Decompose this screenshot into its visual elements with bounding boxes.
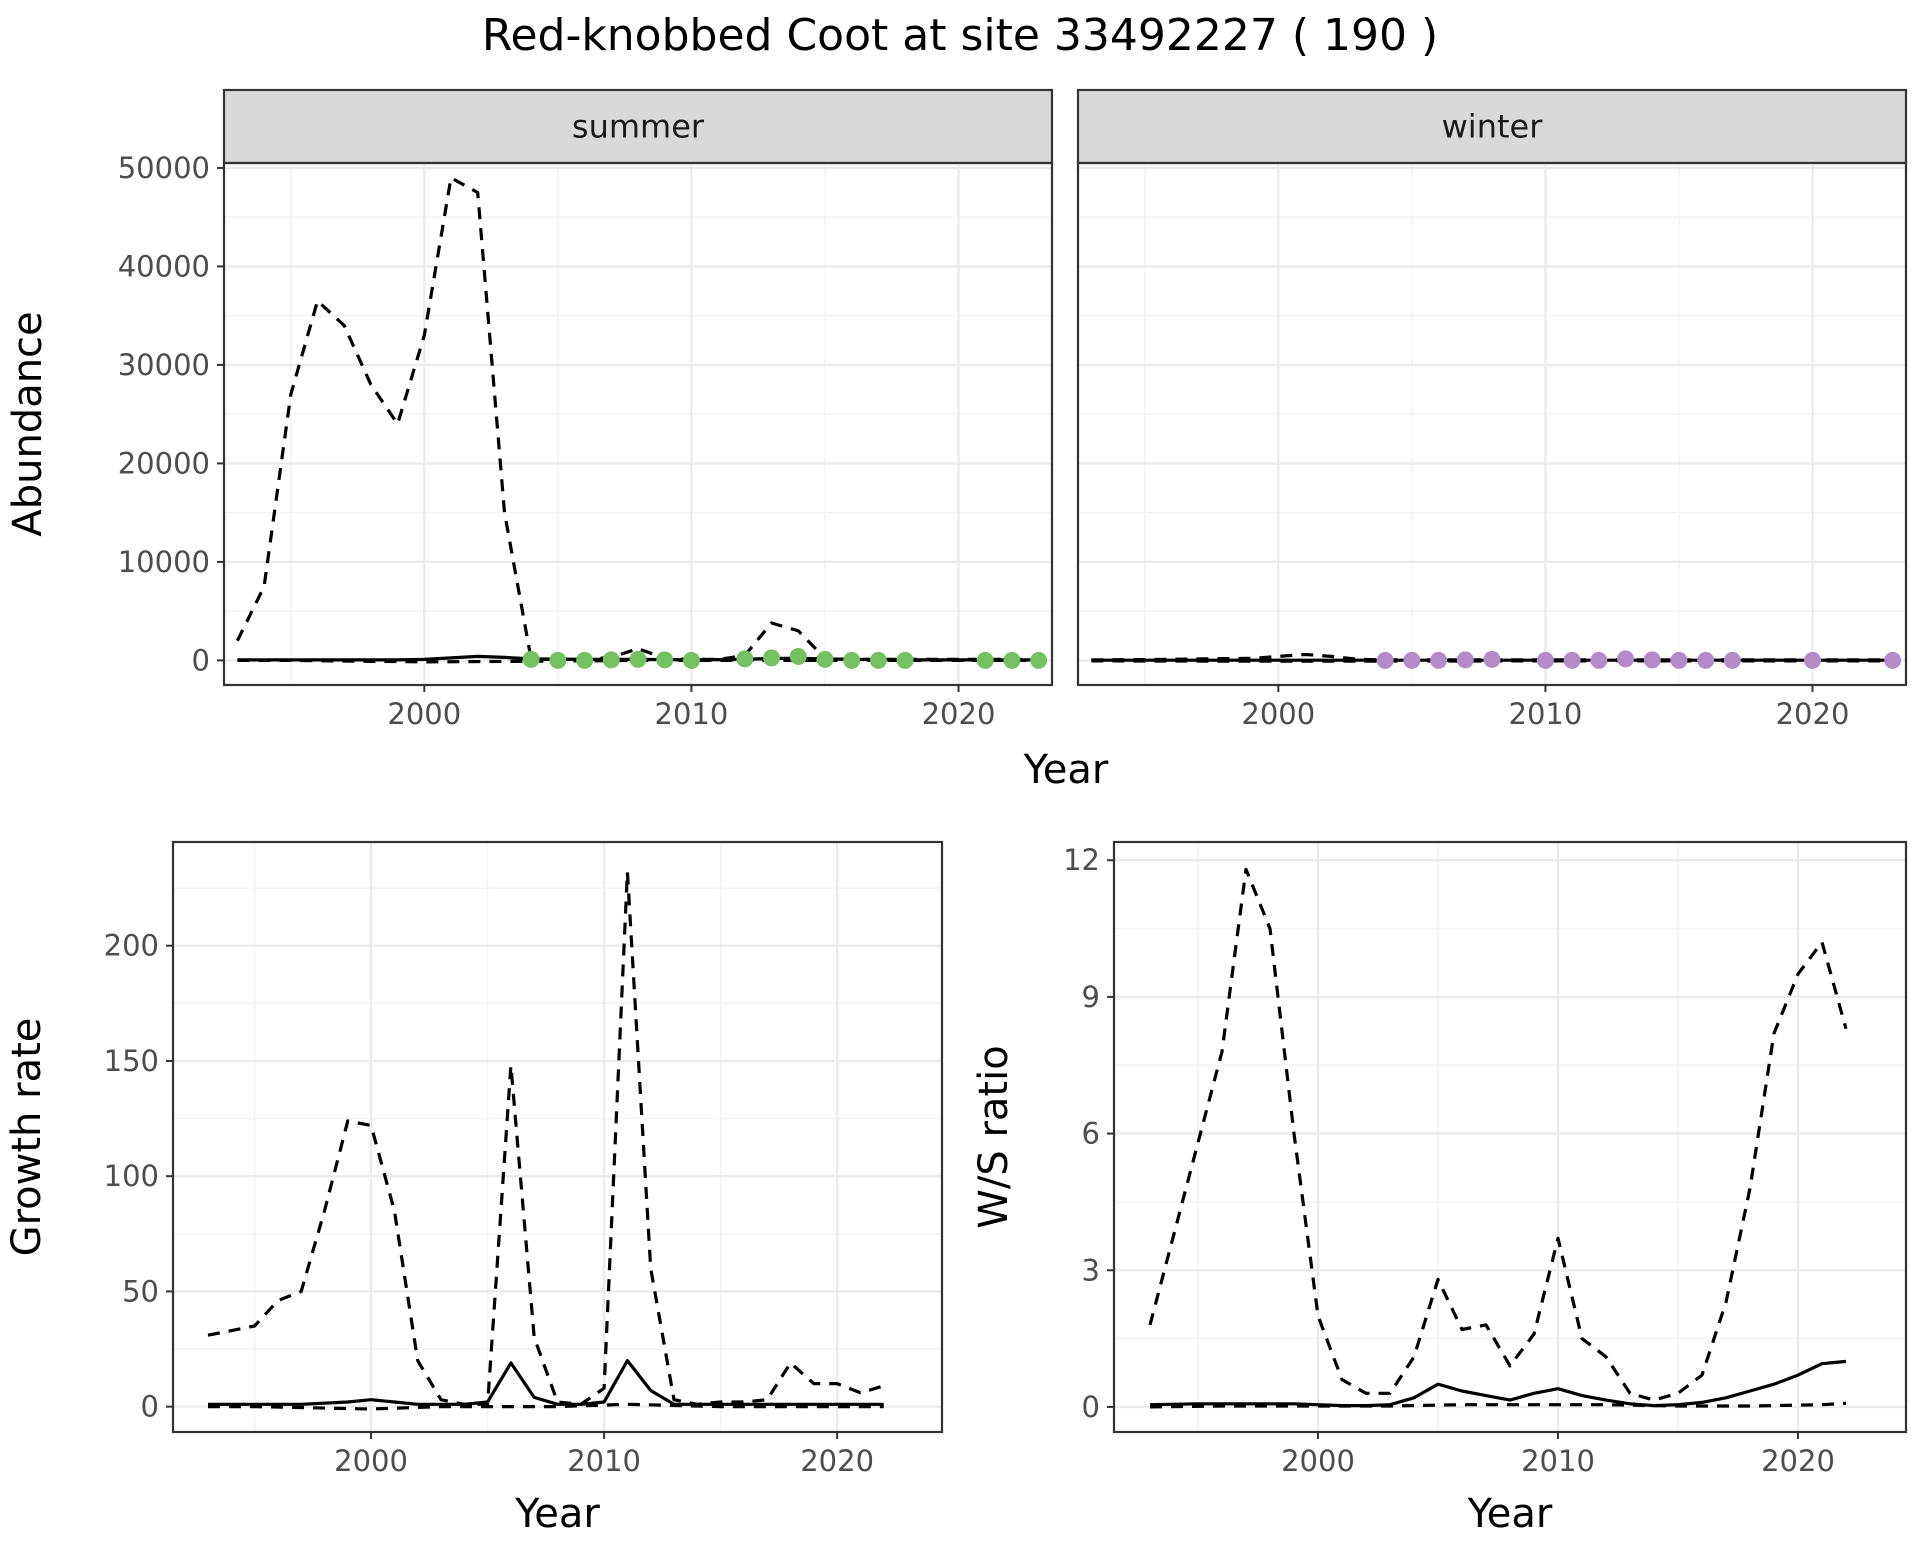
- panel-border: [1076, 161, 1908, 687]
- solid-series-line-2: [1149, 1359, 1847, 1408]
- panel-growth: 2000 2010 2020 0 50 100 150 200 Year Growth rate: [4, 840, 944, 1537]
- panel-summer: summer 2000 2010 2020 0 10000 20000 30000 40000 5…: [5, 88, 1054, 731]
- y-tick-label: 3: [1082, 1253, 1100, 1287]
- y-tick-label: 0: [141, 1390, 159, 1424]
- observation-point: [1003, 651, 1021, 669]
- observation-point: [682, 651, 700, 669]
- observation-point: [843, 651, 861, 669]
- y-axis-title: W/S ratio: [971, 1045, 1017, 1228]
- y-tick-label: 0: [192, 643, 210, 677]
- y-tick-label: 20000: [118, 446, 210, 480]
- observation-point: [789, 647, 807, 665]
- facet-strip: [1076, 88, 1908, 165]
- y-tick-label: 30000: [118, 348, 210, 382]
- observation-point: [656, 651, 674, 669]
- facet-strip: [222, 88, 1054, 165]
- y-tick-label: 6: [1082, 1117, 1100, 1151]
- observation-point: [1030, 651, 1048, 669]
- panel-border: [222, 161, 1054, 687]
- observation-point: [1483, 650, 1501, 668]
- observation-point: [522, 650, 540, 668]
- observation-point: [1536, 651, 1554, 669]
- panel-border: [171, 840, 944, 1434]
- observation-point: [1590, 651, 1608, 669]
- x-tick-label: 2010: [1521, 1444, 1595, 1478]
- observation-point: [869, 651, 887, 669]
- observation-point: [1804, 651, 1822, 669]
- y-tick-label: 0: [1082, 1390, 1100, 1424]
- observation-point: [1376, 651, 1394, 669]
- y-tick-label: 150: [104, 1044, 159, 1078]
- y-axis-title: Abundance: [5, 311, 51, 536]
- x-tick-label: 2020: [1776, 697, 1850, 731]
- y-tick-label: 50: [122, 1274, 159, 1308]
- x-axis-title: Year: [514, 1491, 600, 1537]
- panel-winter: winter 2000 2010 2020: [1076, 88, 1908, 731]
- observation-point: [816, 650, 834, 668]
- observation-point: [576, 651, 594, 669]
- observation-point: [549, 651, 567, 669]
- observation-point: [1563, 651, 1581, 669]
- panel-background: [224, 163, 1052, 685]
- observation-point: [896, 651, 914, 669]
- y-tick-label: 10000: [118, 545, 210, 579]
- observation-point: [602, 651, 620, 669]
- y-tick-label: 50000: [118, 151, 210, 185]
- x-tick-label: 2010: [567, 1444, 641, 1478]
- observation-point: [1884, 651, 1902, 669]
- x-tick-label: 2010: [1509, 697, 1583, 731]
- y-tick-label: 9: [1082, 980, 1100, 1014]
- panel-background: [1078, 163, 1906, 685]
- observation-point: [1617, 650, 1635, 668]
- panel-border: [1112, 840, 1908, 1434]
- x-tick-label: 2000: [334, 1444, 408, 1478]
- panel-background: [173, 842, 942, 1432]
- solid-series-line-2: [208, 1358, 884, 1406]
- panel-ratio: 2000 2010 2020 0 3 6 9 12 Year W/S ratio: [971, 840, 1908, 1537]
- abundance-x-axis-title: Year: [1023, 747, 1109, 793]
- x-tick-label: 2000: [1241, 697, 1315, 731]
- facet-strip-label: winter: [1442, 108, 1544, 146]
- dashed-series-line-1: [1149, 1401, 1847, 1409]
- y-tick-label: 12: [1063, 843, 1100, 877]
- observation-point: [976, 651, 994, 669]
- x-tick-label: 2020: [1761, 1444, 1835, 1478]
- y-tick-label: 200: [104, 929, 159, 963]
- facet-strip-label: summer: [572, 108, 705, 146]
- x-tick-label: 2020: [800, 1444, 874, 1478]
- observation-point: [629, 650, 647, 668]
- observation-point: [1403, 651, 1421, 669]
- observation-point: [736, 650, 754, 668]
- x-tick-label: 2020: [922, 697, 996, 731]
- figure-title: Red-knobbed Coot at site 33492227 ( 190 …: [482, 10, 1438, 61]
- y-tick-label: 40000: [118, 249, 210, 283]
- x-tick-label: 2000: [1281, 1444, 1355, 1478]
- x-tick-label: 2000: [387, 697, 461, 731]
- observation-point: [1670, 651, 1688, 669]
- dashed-series-line-1: [208, 1402, 884, 1411]
- dashed-series-line-0: [207, 870, 885, 1406]
- panel-background: [1114, 842, 1906, 1432]
- y-tick-label: 100: [104, 1159, 159, 1193]
- y-axis-title: Growth rate: [4, 1018, 50, 1257]
- observation-point: [1456, 651, 1474, 669]
- x-tick-label: 2010: [655, 697, 729, 731]
- x-axis-title: Year: [1467, 1491, 1553, 1537]
- observation-point: [1643, 651, 1661, 669]
- observation-point: [1430, 651, 1448, 669]
- observation-point: [763, 649, 781, 667]
- observation-point: [1723, 651, 1741, 669]
- dashed-series-line-0: [1148, 867, 1848, 1402]
- observation-point: [1697, 651, 1715, 669]
